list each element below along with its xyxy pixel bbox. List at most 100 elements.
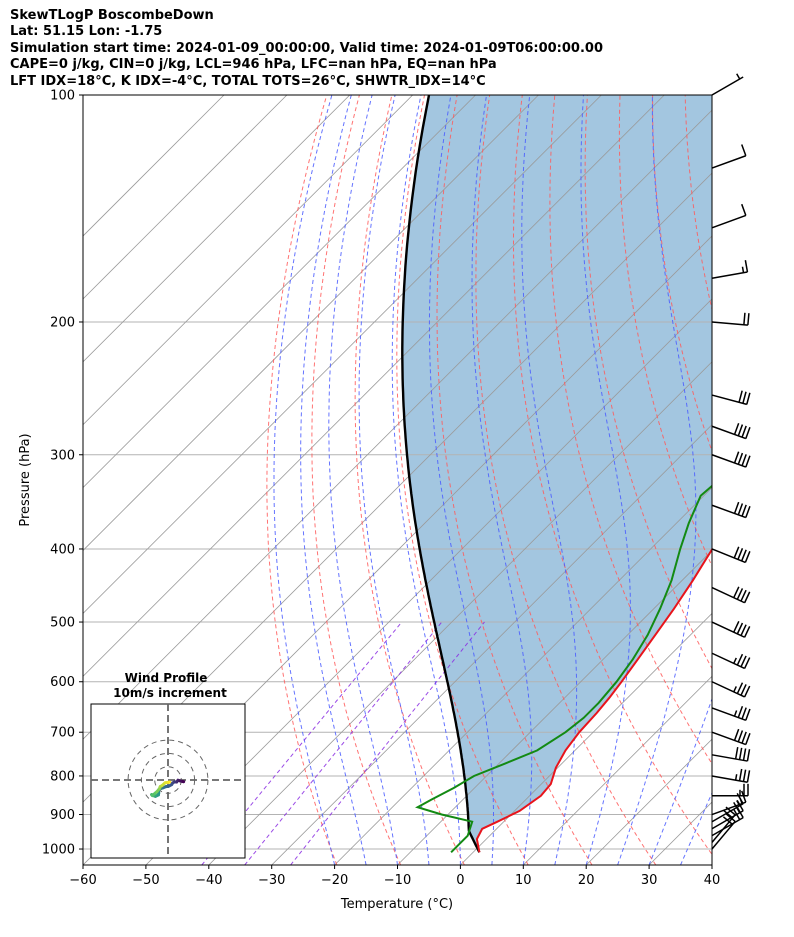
barb-feather	[741, 504, 747, 517]
x-tick-label: −60	[69, 873, 96, 888]
barb-shaft	[711, 801, 747, 816]
dry-adiabat-line	[652, 95, 712, 453]
moist-adiabat-line	[648, 697, 712, 865]
barb-feather	[743, 657, 751, 669]
moist-adiabats	[273, 95, 712, 865]
barb-feather	[742, 748, 747, 761]
barb-shaft	[711, 271, 748, 279]
barb-feather	[736, 73, 741, 80]
barb-shaft	[711, 504, 747, 519]
x-tick-label: 30	[641, 873, 658, 888]
barb-feather	[738, 768, 743, 781]
mixing-ratio-line	[244, 621, 443, 865]
x-tick-label: 20	[578, 873, 595, 888]
moist-adiabat-line	[328, 95, 398, 865]
barb-feather	[743, 591, 751, 604]
moist-adiabat-line	[471, 95, 533, 865]
isotherm-line	[83, 95, 351, 363]
moist-adiabat-line	[617, 95, 697, 865]
x-tick-label: −50	[132, 873, 159, 888]
barb-shaft	[711, 652, 745, 670]
station-title: SkewTLogP BoscombeDown	[10, 8, 214, 23]
moist-adiabat-line	[580, 95, 631, 865]
mixing-ratio-line	[290, 621, 485, 865]
y-tick-label: 700	[50, 726, 75, 741]
dry-adiabat-line	[618, 95, 712, 568]
wind-barb	[711, 768, 751, 783]
wind-barb	[711, 451, 751, 468]
index-values: LFT IDX=18°C, K IDX=-4°C, TOTAL TOTS=26°…	[10, 73, 486, 89]
barb-shaft	[711, 454, 747, 468]
temperature-line	[475, 547, 712, 853]
dry-adiabat-line	[783, 95, 794, 865]
wind-barb	[712, 783, 749, 797]
moist-adiabat-line	[300, 95, 367, 865]
barb-feather	[733, 546, 740, 559]
barb-feather	[741, 454, 747, 466]
barb-feather	[744, 551, 751, 563]
barb-feather	[733, 422, 740, 435]
wind-barb	[711, 312, 750, 326]
barb-shaft	[711, 707, 747, 721]
isotherm-line	[334, 487, 712, 865]
dry-adiabat-line	[584, 95, 712, 670]
barb-feather	[733, 657, 737, 664]
wind-barb	[711, 73, 744, 96]
barb-shaft	[711, 803, 744, 823]
barb-feather	[741, 203, 747, 216]
x-tick-label: −40	[195, 873, 222, 888]
isotherm-line	[523, 675, 712, 865]
wind-barb	[711, 260, 749, 279]
isotherm-line	[83, 95, 476, 489]
barb-shaft	[711, 681, 745, 698]
dry-adiabats	[266, 95, 794, 865]
y-tick-label: 200	[50, 315, 75, 330]
header: SkewTLogP BoscombeDown Lat: 51.15 Lon: -…	[10, 8, 603, 90]
dry-adiabat-line	[311, 95, 402, 865]
wind-barb	[711, 747, 751, 762]
isotherm-line	[271, 424, 712, 865]
barb-shaft	[711, 775, 748, 783]
wind-barb	[711, 586, 751, 604]
barb-feather	[722, 809, 734, 819]
barb-feather	[738, 747, 743, 760]
dry-adiabat-line	[354, 95, 465, 865]
barb-feather	[741, 790, 747, 803]
barb-feather	[733, 620, 740, 633]
isotherm-line	[83, 95, 413, 426]
x-tick-label: 10	[515, 873, 532, 888]
barb-feather	[737, 705, 744, 718]
moist-adiabat-line	[521, 95, 578, 865]
barb-feather	[743, 312, 746, 325]
barb-feather	[733, 728, 740, 741]
isotherm-line	[83, 109, 712, 740]
barb-shaft	[711, 321, 748, 326]
y-tick-label: 900	[50, 808, 75, 823]
barb-feather	[745, 427, 751, 439]
barb-shaft	[711, 425, 747, 440]
barb-shaft	[711, 810, 744, 830]
y-tick-label: 1000	[42, 843, 75, 858]
wind-barb	[711, 546, 751, 564]
barb-feather	[722, 816, 734, 826]
barb-shaft	[711, 76, 744, 96]
dry-adiabat-line	[513, 95, 712, 856]
simulation-time: Simulation start time: 2024-01-09_00:00:…	[10, 40, 603, 56]
barb-feather	[743, 626, 751, 638]
barb-feather	[737, 452, 744, 465]
barb-feather	[736, 588, 744, 600]
hodograph-subtitle: 10m/s increment	[113, 686, 227, 700]
wind-barb	[711, 728, 751, 746]
barb-feather	[736, 682, 744, 694]
moist-adiabat-line	[391, 95, 461, 865]
barb-shaft	[711, 621, 745, 638]
x-tick-label: 40	[704, 873, 721, 888]
hodograph-plot	[91, 704, 245, 858]
x-axis-label: Temperature (°C)	[340, 897, 453, 912]
y-tick-label: 500	[50, 616, 75, 631]
dry-adiabat-line	[718, 95, 794, 865]
dewpoint-line	[415, 484, 712, 854]
barb-feather	[740, 549, 747, 562]
barb-feather	[743, 685, 751, 698]
